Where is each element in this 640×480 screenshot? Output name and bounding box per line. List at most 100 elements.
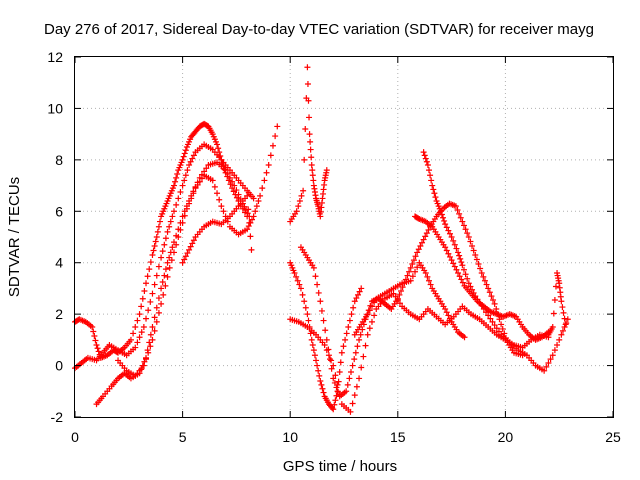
data-point bbox=[166, 223, 173, 230]
data-point bbox=[140, 362, 147, 369]
data-point bbox=[305, 317, 312, 324]
data-point bbox=[428, 177, 435, 184]
data-point bbox=[211, 183, 218, 190]
data-point bbox=[333, 392, 340, 399]
data-point bbox=[174, 171, 181, 177]
data-point bbox=[151, 243, 158, 249]
data-point bbox=[351, 392, 358, 399]
data-point bbox=[371, 299, 378, 306]
data-point bbox=[551, 347, 558, 354]
data-point bbox=[347, 408, 354, 415]
data-point bbox=[244, 226, 251, 233]
data-point bbox=[196, 178, 203, 185]
data-point bbox=[448, 234, 455, 240]
data-point bbox=[351, 356, 358, 363]
data-point bbox=[153, 304, 160, 311]
data-point bbox=[182, 172, 189, 179]
data-point bbox=[164, 228, 171, 235]
data-point bbox=[467, 283, 474, 290]
data-point bbox=[182, 147, 189, 154]
data-point bbox=[327, 356, 334, 363]
data-point bbox=[167, 218, 174, 225]
y-tick-label: 0 bbox=[55, 358, 63, 374]
data-point bbox=[458, 259, 465, 266]
data-point bbox=[415, 246, 422, 253]
data-point bbox=[310, 177, 317, 184]
data-point bbox=[325, 346, 332, 353]
data-point bbox=[371, 312, 378, 319]
data-point bbox=[427, 172, 434, 179]
data-point bbox=[317, 298, 324, 305]
data-point bbox=[362, 342, 369, 349]
series-track-13 bbox=[545, 270, 569, 338]
data-point bbox=[457, 214, 464, 221]
y-tick-label: 4 bbox=[55, 255, 63, 271]
data-point bbox=[460, 266, 467, 273]
data-point bbox=[172, 178, 179, 185]
data-point bbox=[332, 397, 339, 404]
data-point bbox=[157, 218, 164, 225]
data-point bbox=[151, 281, 158, 288]
data-point bbox=[215, 145, 222, 152]
data-point bbox=[422, 270, 429, 276]
data-point bbox=[247, 233, 254, 240]
data-point bbox=[330, 375, 337, 382]
data-point bbox=[311, 352, 318, 359]
data-point bbox=[559, 327, 566, 334]
data-point bbox=[456, 273, 463, 280]
data-point bbox=[302, 304, 309, 311]
data-point bbox=[300, 187, 307, 194]
data-point bbox=[149, 252, 156, 258]
y-tick-label: -2 bbox=[51, 409, 64, 425]
data-point bbox=[168, 257, 175, 264]
data-point bbox=[186, 162, 193, 168]
data-point bbox=[153, 234, 160, 240]
data-point bbox=[422, 155, 429, 162]
data-point bbox=[464, 230, 471, 237]
data-point bbox=[295, 203, 302, 210]
data-point bbox=[461, 334, 468, 341]
data-point bbox=[455, 249, 462, 256]
tick-labels: 0 5 10 15 20 25 -2 0 2 4 6 8 10 12 bbox=[47, 49, 621, 445]
data-point bbox=[414, 264, 421, 271]
data-point bbox=[318, 381, 325, 388]
data-point bbox=[175, 234, 182, 240]
data-point bbox=[304, 81, 311, 87]
data-point bbox=[313, 357, 320, 364]
data-point bbox=[462, 226, 469, 233]
data-point bbox=[315, 289, 322, 296]
data-point bbox=[246, 219, 253, 226]
data-point bbox=[333, 384, 340, 391]
data-point bbox=[357, 331, 364, 338]
data-point bbox=[302, 126, 309, 132]
data-point bbox=[349, 362, 356, 369]
data-point bbox=[438, 211, 445, 218]
data-point bbox=[560, 309, 567, 316]
data-point bbox=[132, 344, 139, 351]
data-point bbox=[423, 158, 430, 165]
data-point bbox=[188, 195, 195, 202]
data-point bbox=[127, 336, 134, 343]
data-point bbox=[298, 192, 305, 199]
data-point bbox=[154, 228, 161, 235]
data-point bbox=[349, 400, 356, 407]
data-point bbox=[473, 256, 480, 263]
data-point bbox=[450, 237, 457, 244]
data-point bbox=[220, 208, 227, 215]
data-point bbox=[419, 239, 426, 246]
data-point bbox=[550, 310, 557, 317]
data-point bbox=[406, 268, 413, 275]
data-point bbox=[147, 343, 154, 350]
data-point bbox=[462, 271, 469, 278]
data-point bbox=[179, 259, 186, 266]
data-point bbox=[493, 306, 500, 312]
y-axis-label: SDTVAR / TECUs bbox=[6, 177, 23, 297]
data-point bbox=[459, 279, 466, 286]
data-point bbox=[261, 177, 268, 184]
data-point bbox=[222, 167, 229, 174]
data-point bbox=[499, 325, 506, 332]
data-point bbox=[95, 348, 102, 355]
series-track-1 bbox=[72, 120, 251, 361]
data-point bbox=[556, 336, 563, 343]
data-point bbox=[250, 195, 257, 202]
